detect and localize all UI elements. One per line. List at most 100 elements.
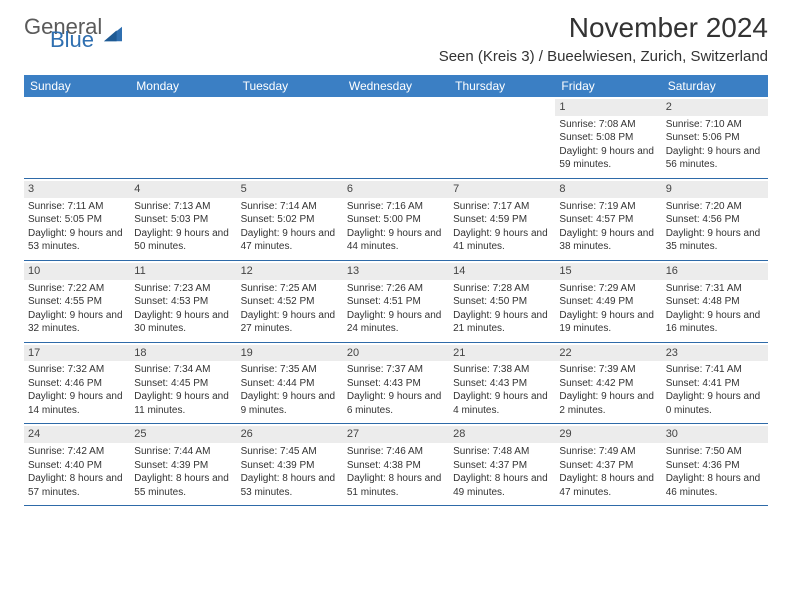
daylight-text: Daylight: 9 hours and 47 minutes. [241,227,339,254]
day-cell: 10Sunrise: 7:22 AMSunset: 4:55 PMDayligh… [24,261,130,342]
day-cell: 12Sunrise: 7:25 AMSunset: 4:52 PMDayligh… [237,261,343,342]
daylight-text: Daylight: 9 hours and 53 minutes. [28,227,126,254]
day-cell: 29Sunrise: 7:49 AMSunset: 4:37 PMDayligh… [555,424,661,505]
weeks-container: 1Sunrise: 7:08 AMSunset: 5:08 PMDaylight… [24,97,768,506]
sunset-text: Sunset: 4:45 PM [134,377,232,391]
sunrise-text: Sunrise: 7:11 AM [28,200,126,214]
day-number: 28 [449,426,555,443]
day-cell: 6Sunrise: 7:16 AMSunset: 5:00 PMDaylight… [343,179,449,260]
sunset-text: Sunset: 5:05 PM [28,213,126,227]
daylight-text: Daylight: 9 hours and 11 minutes. [134,390,232,417]
sunrise-text: Sunrise: 7:46 AM [347,445,445,459]
sunset-text: Sunset: 4:39 PM [241,459,339,473]
sunrise-text: Sunrise: 7:35 AM [241,363,339,377]
day-number: 18 [130,345,236,362]
day-number: 5 [237,181,343,198]
day-cell: 18Sunrise: 7:34 AMSunset: 4:45 PMDayligh… [130,343,236,424]
day-number: 11 [130,263,236,280]
day-number: 15 [555,263,661,280]
triangle-icon [104,25,122,43]
sunset-text: Sunset: 4:39 PM [134,459,232,473]
day-number: 19 [237,345,343,362]
sunrise-text: Sunrise: 7:38 AM [453,363,551,377]
sunset-text: Sunset: 4:38 PM [347,459,445,473]
day-number: 30 [662,426,768,443]
calendar-page: General Blue November 2024 Seen (Kreis 3… [0,0,792,518]
day-number: 13 [343,263,449,280]
day-number: 22 [555,345,661,362]
sunrise-text: Sunrise: 7:08 AM [559,118,657,132]
sunrise-text: Sunrise: 7:31 AM [666,282,764,296]
sunrise-text: Sunrise: 7:26 AM [347,282,445,296]
sunset-text: Sunset: 4:52 PM [241,295,339,309]
day-cell: 9Sunrise: 7:20 AMSunset: 4:56 PMDaylight… [662,179,768,260]
day-cell: 22Sunrise: 7:39 AMSunset: 4:42 PMDayligh… [555,343,661,424]
sunrise-text: Sunrise: 7:17 AM [453,200,551,214]
day-cell: 21Sunrise: 7:38 AMSunset: 4:43 PMDayligh… [449,343,555,424]
day-number: 3 [24,181,130,198]
day-number: 9 [662,181,768,198]
day-empty [24,97,130,178]
sunrise-text: Sunrise: 7:16 AM [347,200,445,214]
daylight-text: Daylight: 9 hours and 32 minutes. [28,309,126,336]
day-number: 6 [343,181,449,198]
logo-text: General Blue [24,18,102,49]
day-cell: 5Sunrise: 7:14 AMSunset: 5:02 PMDaylight… [237,179,343,260]
day-number: 24 [24,426,130,443]
sunset-text: Sunset: 4:41 PM [666,377,764,391]
sunrise-text: Sunrise: 7:41 AM [666,363,764,377]
daylight-text: Daylight: 9 hours and 6 minutes. [347,390,445,417]
logo-word-blue: Blue [50,31,102,50]
daylight-text: Daylight: 9 hours and 50 minutes. [134,227,232,254]
daylight-text: Daylight: 9 hours and 2 minutes. [559,390,657,417]
day-cell: 7Sunrise: 7:17 AMSunset: 4:59 PMDaylight… [449,179,555,260]
weekday-tuesday: Tuesday [237,75,343,97]
daylight-text: Daylight: 8 hours and 55 minutes. [134,472,232,499]
daylight-text: Daylight: 8 hours and 53 minutes. [241,472,339,499]
daylight-text: Daylight: 9 hours and 14 minutes. [28,390,126,417]
day-empty [130,97,236,178]
daylight-text: Daylight: 9 hours and 19 minutes. [559,309,657,336]
day-cell: 13Sunrise: 7:26 AMSunset: 4:51 PMDayligh… [343,261,449,342]
daylight-text: Daylight: 8 hours and 57 minutes. [28,472,126,499]
day-number: 29 [555,426,661,443]
sunset-text: Sunset: 4:55 PM [28,295,126,309]
location: Seen (Kreis 3) / Bueelwiesen, Zurich, Sw… [439,48,768,65]
week-row: 3Sunrise: 7:11 AMSunset: 5:05 PMDaylight… [24,179,768,261]
sunrise-text: Sunrise: 7:45 AM [241,445,339,459]
sunset-text: Sunset: 5:03 PM [134,213,232,227]
daylight-text: Daylight: 8 hours and 51 minutes. [347,472,445,499]
day-number: 4 [130,181,236,198]
sunrise-text: Sunrise: 7:48 AM [453,445,551,459]
daylight-text: Daylight: 9 hours and 9 minutes. [241,390,339,417]
sunrise-text: Sunrise: 7:10 AM [666,118,764,132]
sunrise-text: Sunrise: 7:28 AM [453,282,551,296]
day-cell: 19Sunrise: 7:35 AMSunset: 4:44 PMDayligh… [237,343,343,424]
sunset-text: Sunset: 4:51 PM [347,295,445,309]
daylight-text: Daylight: 9 hours and 30 minutes. [134,309,232,336]
sunrise-text: Sunrise: 7:32 AM [28,363,126,377]
sunset-text: Sunset: 4:46 PM [28,377,126,391]
sunrise-text: Sunrise: 7:34 AM [134,363,232,377]
sunset-text: Sunset: 4:50 PM [453,295,551,309]
week-row: 17Sunrise: 7:32 AMSunset: 4:46 PMDayligh… [24,343,768,425]
month-title: November 2024 [439,12,768,44]
day-number: 14 [449,263,555,280]
sunset-text: Sunset: 4:37 PM [453,459,551,473]
weekday-wednesday: Wednesday [343,75,449,97]
sunrise-text: Sunrise: 7:44 AM [134,445,232,459]
day-cell: 11Sunrise: 7:23 AMSunset: 4:53 PMDayligh… [130,261,236,342]
sunset-text: Sunset: 4:53 PM [134,295,232,309]
day-cell: 16Sunrise: 7:31 AMSunset: 4:48 PMDayligh… [662,261,768,342]
day-cell: 14Sunrise: 7:28 AMSunset: 4:50 PMDayligh… [449,261,555,342]
day-number: 8 [555,181,661,198]
week-row: 24Sunrise: 7:42 AMSunset: 4:40 PMDayligh… [24,424,768,506]
day-cell: 15Sunrise: 7:29 AMSunset: 4:49 PMDayligh… [555,261,661,342]
weekday-sunday: Sunday [24,75,130,97]
sunset-text: Sunset: 5:00 PM [347,213,445,227]
calendar: SundayMondayTuesdayWednesdayThursdayFrid… [24,75,768,506]
sunrise-text: Sunrise: 7:49 AM [559,445,657,459]
sunrise-text: Sunrise: 7:14 AM [241,200,339,214]
sunrise-text: Sunrise: 7:25 AM [241,282,339,296]
day-number: 12 [237,263,343,280]
